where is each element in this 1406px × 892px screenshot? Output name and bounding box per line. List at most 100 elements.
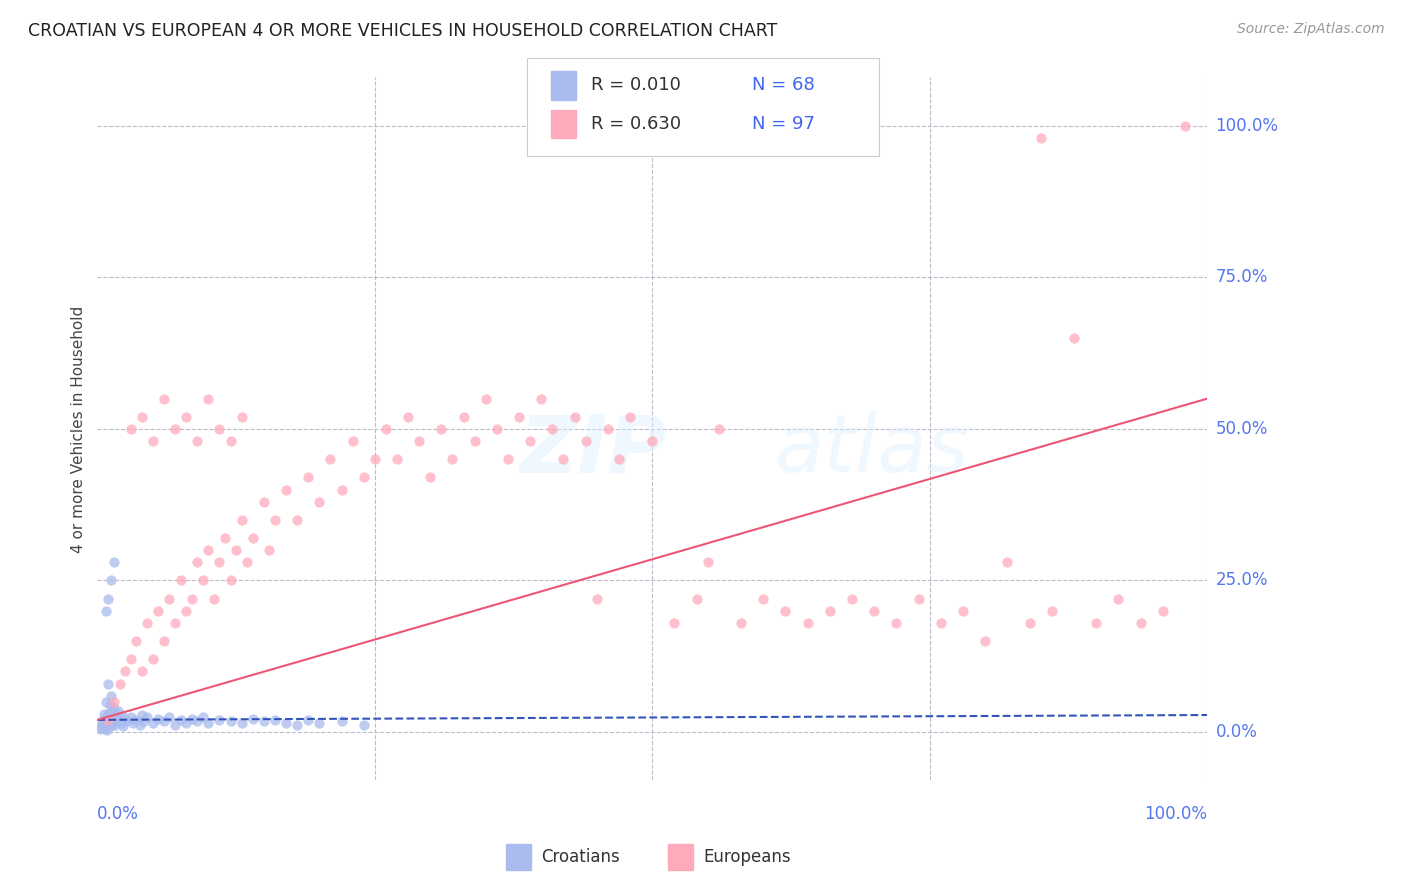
Point bbox=[1107, 591, 1129, 606]
Point bbox=[96, 695, 118, 709]
Point bbox=[90, 719, 112, 733]
Point bbox=[108, 676, 131, 690]
Point bbox=[553, 452, 575, 467]
Point bbox=[231, 715, 253, 730]
Point bbox=[98, 713, 121, 727]
Point bbox=[485, 422, 508, 436]
Point bbox=[236, 555, 259, 569]
Point bbox=[93, 717, 115, 731]
Point bbox=[103, 700, 125, 714]
Point bbox=[219, 434, 242, 448]
Point bbox=[730, 615, 752, 630]
Text: atlas: atlas bbox=[775, 411, 969, 489]
Point bbox=[264, 713, 287, 727]
Text: 100.0%: 100.0% bbox=[1216, 117, 1278, 135]
Point bbox=[796, 615, 818, 630]
Point bbox=[297, 470, 319, 484]
Point bbox=[108, 713, 131, 727]
Point bbox=[174, 409, 197, 424]
Point bbox=[330, 714, 353, 728]
Point bbox=[441, 452, 464, 467]
Point bbox=[619, 409, 641, 424]
Point bbox=[1174, 119, 1197, 133]
Point bbox=[180, 712, 202, 726]
Text: 100.0%: 100.0% bbox=[1144, 805, 1208, 823]
Point bbox=[128, 717, 150, 731]
Point bbox=[1029, 131, 1052, 145]
Text: 0.0%: 0.0% bbox=[1216, 723, 1257, 741]
Point bbox=[117, 714, 139, 728]
Point bbox=[242, 712, 264, 726]
Point bbox=[231, 513, 253, 527]
Point bbox=[353, 717, 375, 731]
Point bbox=[107, 704, 129, 718]
Point bbox=[96, 723, 118, 738]
Point bbox=[231, 409, 253, 424]
Point bbox=[208, 713, 231, 727]
Point bbox=[475, 392, 498, 406]
Point bbox=[97, 676, 120, 690]
Point bbox=[163, 717, 186, 731]
Point bbox=[186, 714, 208, 728]
Point bbox=[104, 706, 127, 721]
Point bbox=[142, 652, 165, 666]
Point bbox=[285, 717, 308, 731]
Point bbox=[105, 714, 128, 728]
Point bbox=[197, 715, 219, 730]
Text: Source: ZipAtlas.com: Source: ZipAtlas.com bbox=[1237, 22, 1385, 37]
Point bbox=[530, 392, 553, 406]
Text: Europeans: Europeans bbox=[703, 848, 790, 866]
Point bbox=[148, 712, 170, 726]
Point bbox=[105, 710, 128, 724]
Point bbox=[169, 574, 191, 588]
Point bbox=[519, 434, 541, 448]
Point bbox=[91, 720, 114, 734]
Point bbox=[169, 713, 191, 727]
Point bbox=[264, 513, 287, 527]
Point bbox=[208, 555, 231, 569]
Point bbox=[285, 513, 308, 527]
Point bbox=[110, 715, 132, 730]
Text: 25.0%: 25.0% bbox=[1216, 572, 1268, 590]
Point bbox=[96, 710, 118, 724]
Point bbox=[253, 714, 276, 728]
Point bbox=[120, 710, 142, 724]
Point bbox=[214, 531, 236, 545]
Point bbox=[408, 434, 430, 448]
Text: 75.0%: 75.0% bbox=[1216, 268, 1268, 286]
Text: N = 97: N = 97 bbox=[752, 115, 815, 133]
Point bbox=[98, 698, 121, 712]
Point bbox=[159, 591, 181, 606]
Point bbox=[114, 712, 136, 726]
Point bbox=[131, 708, 153, 723]
Point bbox=[103, 695, 125, 709]
Point bbox=[952, 604, 974, 618]
Point bbox=[96, 604, 118, 618]
Point bbox=[385, 452, 408, 467]
Point bbox=[180, 591, 202, 606]
Point bbox=[186, 434, 208, 448]
Point bbox=[97, 591, 120, 606]
Point bbox=[94, 722, 117, 736]
Point bbox=[96, 715, 118, 730]
Point bbox=[1085, 615, 1108, 630]
Point bbox=[120, 422, 142, 436]
Point bbox=[148, 604, 170, 618]
Point bbox=[575, 434, 598, 448]
Point bbox=[131, 409, 153, 424]
Point bbox=[89, 722, 111, 736]
Text: ZIP: ZIP bbox=[519, 411, 666, 489]
Point bbox=[163, 615, 186, 630]
Point bbox=[101, 715, 124, 730]
Text: R = 0.010: R = 0.010 bbox=[591, 76, 681, 94]
Text: 0.0%: 0.0% bbox=[97, 805, 139, 823]
Point bbox=[97, 713, 120, 727]
Text: 50.0%: 50.0% bbox=[1216, 420, 1268, 438]
Point bbox=[125, 713, 148, 727]
Point bbox=[585, 591, 607, 606]
Point bbox=[541, 422, 564, 436]
Point bbox=[197, 543, 219, 558]
Point bbox=[253, 494, 276, 508]
Point bbox=[308, 494, 330, 508]
Point bbox=[886, 615, 908, 630]
